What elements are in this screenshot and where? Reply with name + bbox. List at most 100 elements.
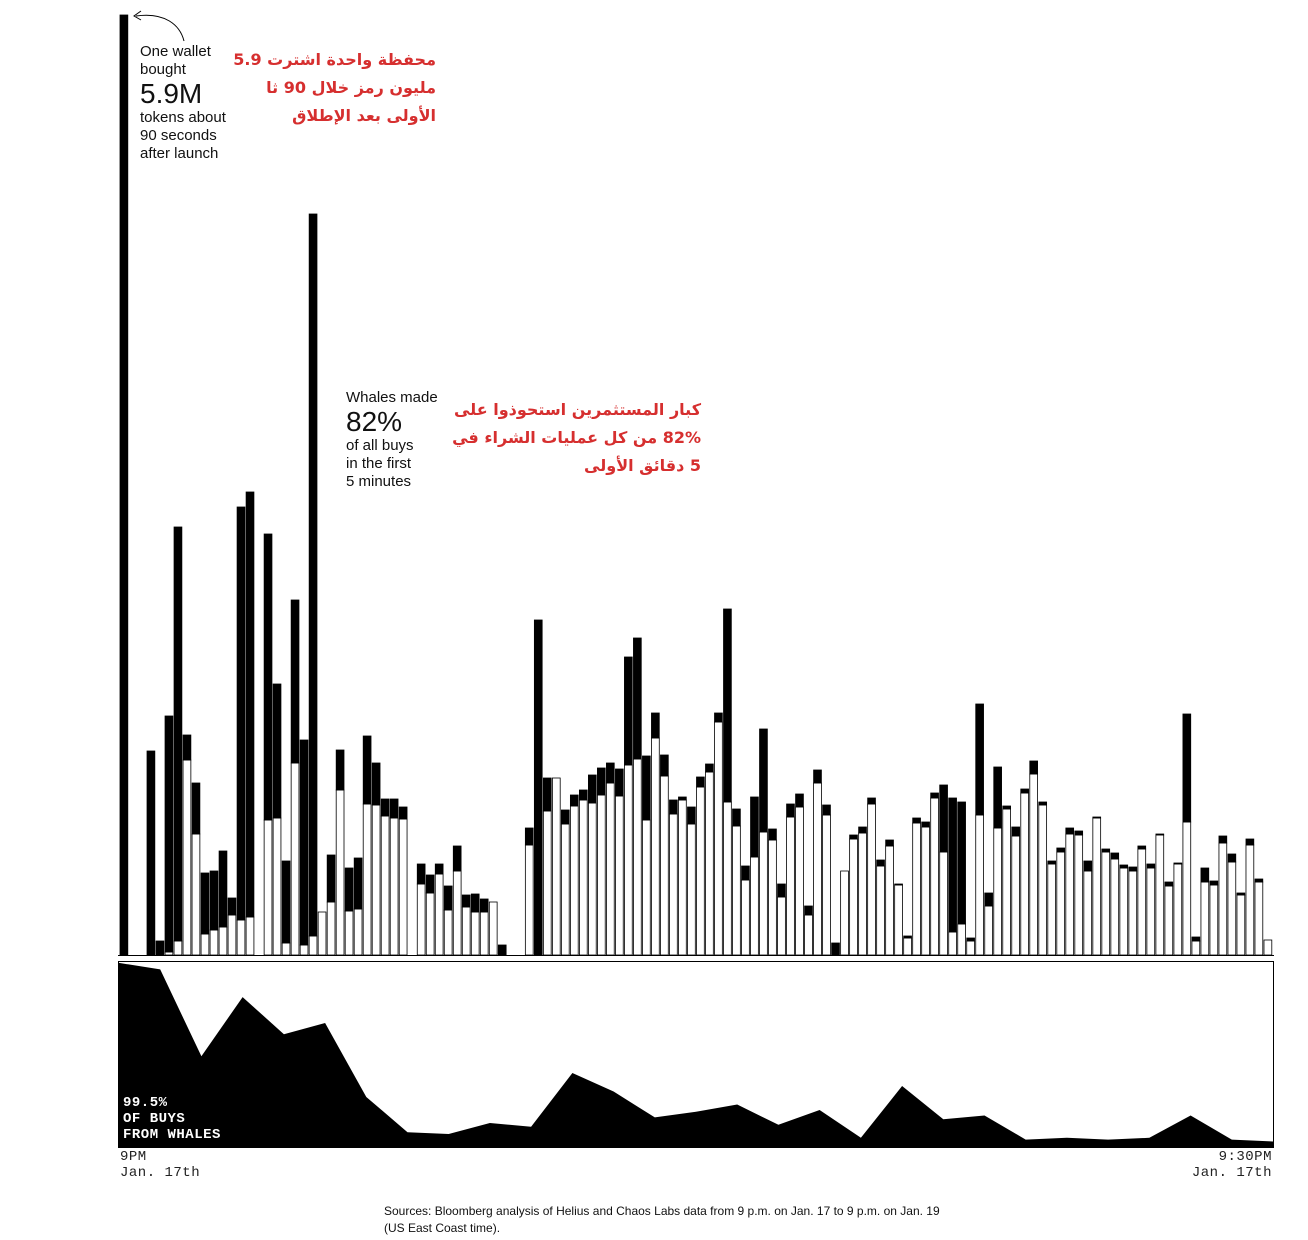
bar-other-80 (840, 870, 849, 956)
bar-other-126 (1254, 881, 1264, 956)
source-line-2: (US East Coast time). (384, 1221, 501, 1235)
bar-other-114 (1146, 867, 1156, 956)
bar-whale-38 (461, 894, 471, 908)
bar-whale-64 (696, 776, 705, 788)
bar-other-59 (651, 737, 660, 956)
bar-whale-21 (308, 213, 318, 937)
bar-whale-0 (119, 14, 129, 956)
bar-whale-40 (479, 898, 489, 913)
bar-whale-31 (398, 806, 408, 820)
bar-other-13 (236, 919, 246, 956)
bar-other-60 (660, 775, 669, 956)
bar-whale-27 (362, 735, 372, 805)
bar-whale-68 (732, 808, 741, 827)
bar-whale-50 (569, 794, 579, 807)
bar-whale-66 (714, 712, 723, 723)
bar-whale-81 (849, 834, 858, 840)
bar-whale-5 (164, 715, 174, 953)
bar-whale-112 (1128, 866, 1138, 872)
bar-whale-62 (678, 796, 687, 801)
bar-other-111 (1119, 867, 1129, 956)
annotation-arrowhead (133, 10, 142, 21)
bar-other-104 (1056, 851, 1066, 956)
bar-whale-74 (786, 803, 795, 818)
bar-other-118 (1182, 821, 1192, 956)
bar-whale-113 (1137, 845, 1147, 850)
bar-whale-54 (606, 762, 615, 784)
bar-other-62 (678, 799, 687, 956)
bar-other-95 (975, 814, 984, 956)
bar-other-85 (885, 845, 894, 956)
bar-whale-125 (1245, 838, 1255, 846)
wallet-note-line-2: bought (140, 61, 186, 78)
bar-other-51 (579, 799, 588, 956)
bar-other-39 (470, 911, 480, 956)
bar-other-47 (542, 810, 552, 956)
bar-other-100 (1020, 792, 1029, 956)
wallet-arabic-line-3: الأولى بعد الإطلاق (292, 106, 436, 125)
bar-whale-26 (353, 857, 363, 910)
bar-whale-19 (290, 599, 300, 764)
bar-whale-124 (1236, 892, 1246, 896)
bar-other-64 (696, 786, 705, 956)
x-axis-start-label: 9PM Jan. 17th (120, 1149, 200, 1181)
bar-other-28 (371, 804, 381, 956)
bar-other-92 (948, 931, 957, 956)
x-axis-start-date: Jan. 17th (120, 1165, 201, 1181)
bar-other-84 (876, 865, 885, 956)
bar-whale-65 (705, 763, 714, 773)
bar-other-21 (308, 935, 318, 956)
bar-whale-49 (560, 809, 570, 825)
bar-other-110 (1110, 858, 1120, 956)
bar-whale-9 (200, 872, 210, 935)
whales-note-line-3: in the first (346, 455, 412, 472)
bar-whale-88 (912, 817, 921, 824)
bar-whale-116 (1164, 881, 1174, 887)
x-axis-start-time: 9PM (120, 1149, 147, 1165)
bar-whale-105 (1065, 827, 1075, 835)
bar-whale-84 (876, 859, 885, 867)
whales-arabic-line-2: 82% من كل عمليات الشراء في (452, 428, 701, 447)
bar-other-99 (1011, 835, 1020, 956)
bar-whale-25 (344, 867, 354, 912)
bar-whale-93 (957, 801, 966, 925)
bar-other-76 (804, 914, 813, 956)
bar-whale-104 (1056, 847, 1066, 853)
bar-whale-34 (425, 874, 435, 894)
bar-whale-115 (1155, 833, 1165, 836)
bar-whale-99 (1011, 826, 1020, 837)
x-axis-end-label: 9:30PM Jan. 17th (1192, 1149, 1272, 1181)
bar-whale-72 (768, 828, 777, 841)
bar-other-17 (272, 817, 282, 956)
bar-other-94 (966, 940, 975, 956)
bar-other-29 (380, 815, 390, 956)
bar-other-87 (903, 937, 912, 956)
bar-whale-63 (687, 806, 696, 825)
bar-whale-35 (434, 863, 444, 875)
bar-other-7 (182, 759, 192, 956)
area-annotation-value: 99.5% (123, 1095, 168, 1111)
bar-whale-29 (380, 798, 390, 817)
bar-whale-106 (1074, 830, 1084, 836)
bar-other-20 (299, 944, 309, 956)
whales-annotation-arabic: كبار المستثمرين استحوذوا على 82% من كل ع… (441, 396, 701, 480)
bar-other-112 (1128, 870, 1138, 956)
bar-other-75 (795, 806, 804, 956)
bar-other-77 (813, 782, 822, 956)
bar-whale-3 (146, 750, 156, 956)
bar-other-57 (633, 758, 642, 956)
bar-other-31 (398, 818, 408, 956)
bar-whale-10 (209, 870, 219, 931)
bar-other-103 (1047, 863, 1057, 956)
wallet-annotation-arabic: محفظة واحدة اشترت 5.9 مليون رمز خلال 90 … (176, 46, 436, 130)
bar-whale-16 (263, 533, 273, 821)
bar-other-65 (705, 771, 714, 956)
bar-whale-28 (371, 762, 381, 806)
bar-other-22 (317, 911, 327, 956)
bar-other-41 (488, 901, 498, 956)
bar-whale-123 (1227, 853, 1237, 863)
bar-other-26 (353, 908, 363, 956)
bar-other-116 (1164, 885, 1174, 956)
bar-other-54 (606, 782, 615, 956)
